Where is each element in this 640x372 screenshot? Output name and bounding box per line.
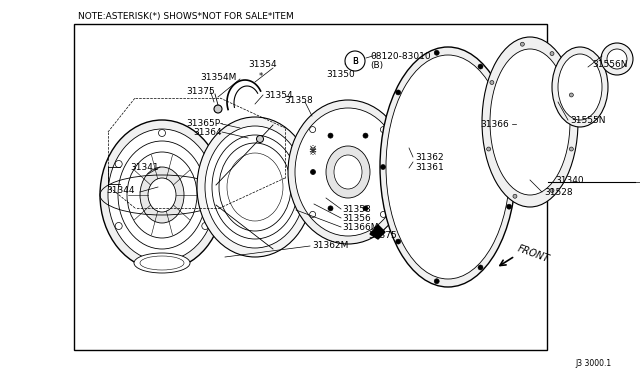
Text: 31366: 31366 — [480, 119, 509, 128]
Circle shape — [159, 129, 166, 137]
Text: 31356: 31356 — [342, 214, 371, 222]
Ellipse shape — [552, 47, 608, 127]
Text: 31366M: 31366M — [342, 222, 378, 231]
Text: 31340: 31340 — [555, 176, 584, 185]
Ellipse shape — [134, 253, 190, 273]
Ellipse shape — [140, 256, 184, 270]
Circle shape — [380, 126, 387, 132]
Circle shape — [601, 43, 633, 75]
Ellipse shape — [100, 120, 224, 270]
Circle shape — [513, 194, 517, 198]
Text: 31528: 31528 — [544, 187, 573, 196]
Circle shape — [607, 49, 627, 69]
Circle shape — [257, 135, 264, 142]
Circle shape — [396, 90, 401, 95]
Circle shape — [507, 125, 511, 130]
Text: 31341: 31341 — [130, 163, 159, 171]
Bar — [396, 170, 408, 194]
Ellipse shape — [386, 55, 510, 279]
Text: 31344: 31344 — [106, 186, 134, 195]
Text: 31358: 31358 — [284, 96, 313, 105]
Circle shape — [490, 80, 494, 84]
Circle shape — [570, 147, 573, 151]
Text: 31354M: 31354M — [200, 73, 236, 81]
Circle shape — [363, 133, 368, 138]
Circle shape — [507, 204, 511, 209]
Text: 31556N: 31556N — [592, 60, 627, 68]
Ellipse shape — [212, 135, 298, 239]
Text: 31354: 31354 — [248, 60, 276, 68]
Circle shape — [396, 239, 401, 244]
Circle shape — [345, 51, 365, 71]
Text: B: B — [352, 57, 358, 65]
Text: 31375: 31375 — [368, 231, 397, 240]
Ellipse shape — [118, 141, 206, 249]
Ellipse shape — [140, 167, 184, 223]
Circle shape — [434, 50, 439, 55]
Ellipse shape — [295, 108, 401, 236]
Ellipse shape — [334, 155, 362, 189]
Text: 31354: 31354 — [264, 90, 292, 99]
Circle shape — [478, 64, 483, 69]
Ellipse shape — [219, 143, 291, 231]
Circle shape — [115, 222, 122, 230]
Ellipse shape — [558, 54, 602, 120]
Text: ※: ※ — [308, 147, 316, 157]
Text: 31365P-: 31365P- — [186, 119, 223, 128]
Text: 31350: 31350 — [326, 70, 355, 78]
Text: FRONT: FRONT — [516, 244, 550, 264]
Text: *: * — [259, 71, 263, 80]
Ellipse shape — [490, 49, 570, 195]
Ellipse shape — [380, 47, 516, 287]
Circle shape — [550, 188, 554, 192]
Circle shape — [478, 265, 483, 270]
Ellipse shape — [482, 37, 578, 207]
Circle shape — [381, 170, 385, 174]
Circle shape — [328, 133, 333, 138]
Circle shape — [520, 42, 524, 46]
Text: 31364: 31364 — [193, 128, 221, 137]
Bar — [74, 24, 547, 350]
Circle shape — [115, 160, 122, 167]
Ellipse shape — [148, 178, 176, 212]
Polygon shape — [370, 225, 385, 239]
Circle shape — [159, 253, 166, 260]
Ellipse shape — [197, 117, 313, 257]
Circle shape — [434, 279, 439, 284]
Circle shape — [214, 105, 222, 113]
Circle shape — [202, 222, 209, 230]
Text: (B): (B) — [370, 61, 383, 70]
Text: NOTE:ASTERISK(*) SHOWS*NOT FOR SALE*ITEM: NOTE:ASTERISK(*) SHOWS*NOT FOR SALE*ITEM — [78, 12, 294, 20]
Text: 08120-83010: 08120-83010 — [370, 51, 431, 61]
Circle shape — [381, 164, 385, 170]
Bar — [396, 136, 408, 164]
Ellipse shape — [227, 153, 283, 221]
Text: 31361: 31361 — [415, 163, 444, 171]
Circle shape — [570, 93, 573, 97]
Text: 31362M: 31362M — [312, 241, 348, 250]
Circle shape — [486, 147, 491, 151]
Circle shape — [363, 206, 368, 211]
Text: ※: ※ — [308, 145, 316, 155]
Text: J3 3000.1: J3 3000.1 — [575, 359, 611, 369]
Circle shape — [310, 170, 316, 174]
Ellipse shape — [288, 100, 408, 244]
Ellipse shape — [127, 152, 197, 238]
Text: B: B — [352, 57, 358, 65]
Circle shape — [550, 52, 554, 55]
Ellipse shape — [108, 129, 216, 261]
Circle shape — [310, 126, 316, 132]
Text: 31375: 31375 — [186, 87, 215, 96]
Ellipse shape — [326, 146, 370, 198]
Circle shape — [328, 206, 333, 211]
Text: 31555N: 31555N — [570, 115, 605, 125]
Text: 31362: 31362 — [415, 153, 444, 161]
Circle shape — [202, 160, 209, 167]
Text: 31358: 31358 — [342, 205, 371, 214]
Circle shape — [310, 211, 316, 217]
Ellipse shape — [205, 126, 305, 248]
Circle shape — [380, 211, 387, 217]
